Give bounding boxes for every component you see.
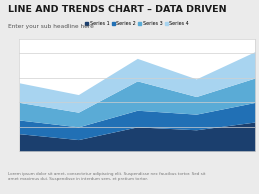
Text: Lorem ipsum dolor sit amet, consectetur adipiscing elit. Suspendisse nec faucibu: Lorem ipsum dolor sit amet, consectetur … — [8, 172, 205, 181]
Text: Enter your sub headline here: Enter your sub headline here — [8, 24, 94, 29]
Text: LINE AND TRENDS CHART – DATA DRIVEN: LINE AND TRENDS CHART – DATA DRIVEN — [8, 5, 226, 14]
Legend: Series 1, Series 2, Series 3, Series 4: Series 1, Series 2, Series 3, Series 4 — [85, 21, 189, 26]
